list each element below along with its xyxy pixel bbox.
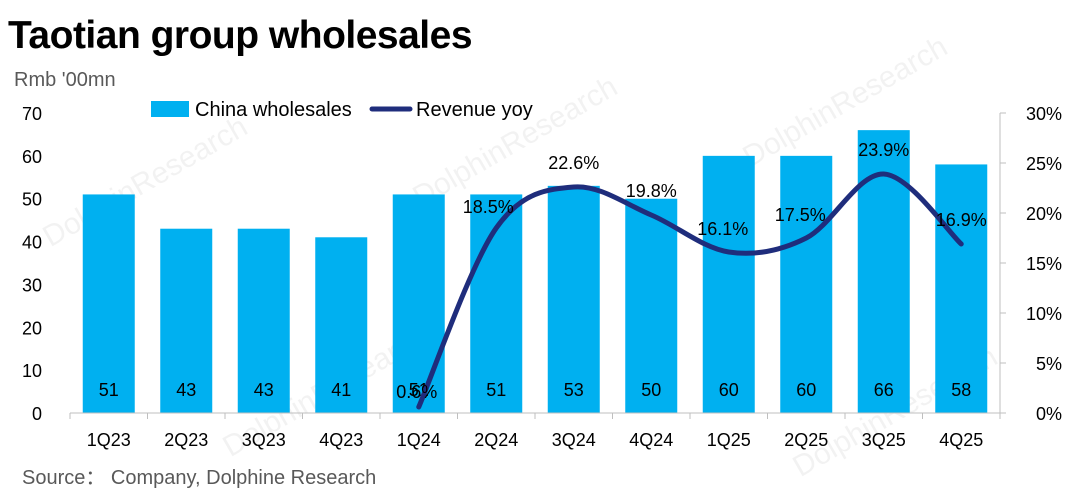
y-left-unit-label: Rmb '00mn (14, 69, 116, 91)
line-value-label: 23.9% (858, 140, 909, 160)
bar-value-label: 43 (176, 380, 196, 400)
bar-value-label: 43 (254, 380, 274, 400)
y-left-tick-label: 60 (22, 147, 42, 167)
bar-value-label: 60 (796, 380, 816, 400)
bar-2Q25 (780, 155, 833, 413)
legend-swatch-bar (151, 101, 189, 117)
x-tick-label: 3Q24 (552, 430, 596, 450)
x-tick-label: 2Q24 (474, 430, 518, 450)
bar-value-label: 41 (331, 380, 351, 400)
legend-label-revenue-yoy: Revenue yoy (416, 99, 533, 121)
x-tick-label: 2Q25 (784, 430, 828, 450)
x-tick-label: 4Q23 (319, 430, 363, 450)
bar-3Q24 (547, 185, 600, 413)
line-value-label: 18.5% (463, 197, 514, 217)
line-label-group: 0.6% 18.5% 22.6% 19.8% 16.1% 17.5% 23.9% 16.9% (396, 140, 987, 402)
bar-value-label: 58 (951, 380, 971, 400)
y-right-tick-label: 0% (1036, 404, 1062, 424)
line-value-label: 16.9% (936, 210, 987, 230)
revenue-yoy-line (416, 171, 964, 410)
y-right-tick-label: 5% (1036, 354, 1062, 374)
x-tick-label: 1Q25 (707, 430, 751, 450)
y-right-tick-label: 30% (1026, 104, 1062, 124)
bar-series (82, 130, 988, 413)
x-tick-label: 1Q23 (87, 430, 131, 450)
x-tick-label: 3Q25 (862, 430, 906, 450)
bar-4Q24 (625, 198, 678, 413)
bar-2Q23 (160, 228, 213, 413)
line-value-label: 19.8% (626, 181, 677, 201)
x-tick-label: 2Q23 (164, 430, 208, 450)
line-value-label: 16.1% (697, 219, 748, 239)
y-left-tick-label: 20 (22, 318, 42, 338)
bar-value-label: 53 (564, 380, 584, 400)
bar-1Q24 (392, 194, 445, 413)
y-left-tick-label: 10 (22, 361, 42, 381)
bar-4Q25 (935, 164, 988, 413)
watermark-text: DolphinResearch (37, 110, 253, 254)
x-tick-label: 3Q23 (242, 430, 286, 450)
source-note: Source： Company, Dolphine Research (22, 467, 377, 489)
y-left-tick-label: 50 (22, 190, 42, 210)
x-tick-label: 4Q24 (629, 430, 673, 450)
x-tick-label: 1Q24 (397, 430, 441, 450)
y-left-tick-label: 70 (22, 104, 42, 124)
bar-value-label: 60 (719, 380, 739, 400)
bar-1Q25 (702, 155, 755, 413)
y-right-tick-label: 15% (1026, 254, 1062, 274)
bar-3Q23 (237, 228, 290, 413)
bar-4Q23 (315, 237, 368, 413)
line-value-label: 17.5% (775, 205, 826, 225)
chart-title: Taotian group wholesales (8, 14, 473, 57)
x-tick-label: 4Q25 (939, 430, 983, 450)
y-left-tick-label: 40 (22, 233, 42, 253)
line-series (416, 171, 964, 410)
watermark-text: DolphinResearch (737, 30, 953, 174)
bar-label-group: 51 43 43 41 51 51 53 50 60 60 66 58 (99, 380, 972, 400)
line-value-label: 0.6% (396, 382, 437, 402)
y-right-tick-label: 10% (1026, 304, 1062, 324)
y-right-tick-label: 20% (1026, 204, 1062, 224)
bar-1Q23 (82, 194, 135, 413)
legend-label-wholesales: China wholesales (195, 99, 352, 121)
bar-value-label: 66 (874, 380, 894, 400)
bar-value-label: 50 (641, 380, 661, 400)
bar-value-label: 51 (486, 380, 506, 400)
legend: China wholesales Revenue yoy (151, 99, 533, 121)
line-value-label: 22.6% (548, 153, 599, 173)
y-left-tick-label: 0 (32, 404, 42, 424)
y-right-tick-label: 25% (1026, 154, 1062, 174)
axes: 1Q23 2Q23 3Q23 4Q23 1Q24 2Q24 3Q24 4Q24 1Q25 2Q25… (22, 104, 1062, 450)
y-left-tick-label: 30 (22, 275, 42, 295)
bar-value-label: 51 (99, 380, 119, 400)
